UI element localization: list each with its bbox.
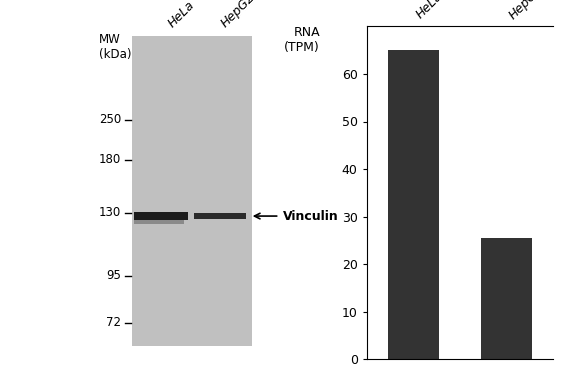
Bar (134, 212, 188, 220)
Text: 95: 95 (107, 270, 121, 282)
Bar (481, 238, 532, 359)
Text: MW
(kDa): MW (kDa) (99, 33, 132, 61)
Bar (133, 36, 251, 346)
Text: HeLa: HeLa (166, 0, 197, 30)
Y-axis label: RNA
(TPM): RNA (TPM) (285, 26, 320, 54)
Text: 180: 180 (99, 153, 121, 166)
Text: 250: 250 (99, 113, 121, 126)
Bar (194, 213, 246, 219)
Text: 130: 130 (99, 206, 121, 219)
Bar (134, 220, 184, 224)
Text: HepG2: HepG2 (218, 0, 258, 30)
Bar (388, 50, 439, 359)
Text: 72: 72 (107, 316, 121, 329)
Text: Vinculin: Vinculin (283, 209, 339, 223)
